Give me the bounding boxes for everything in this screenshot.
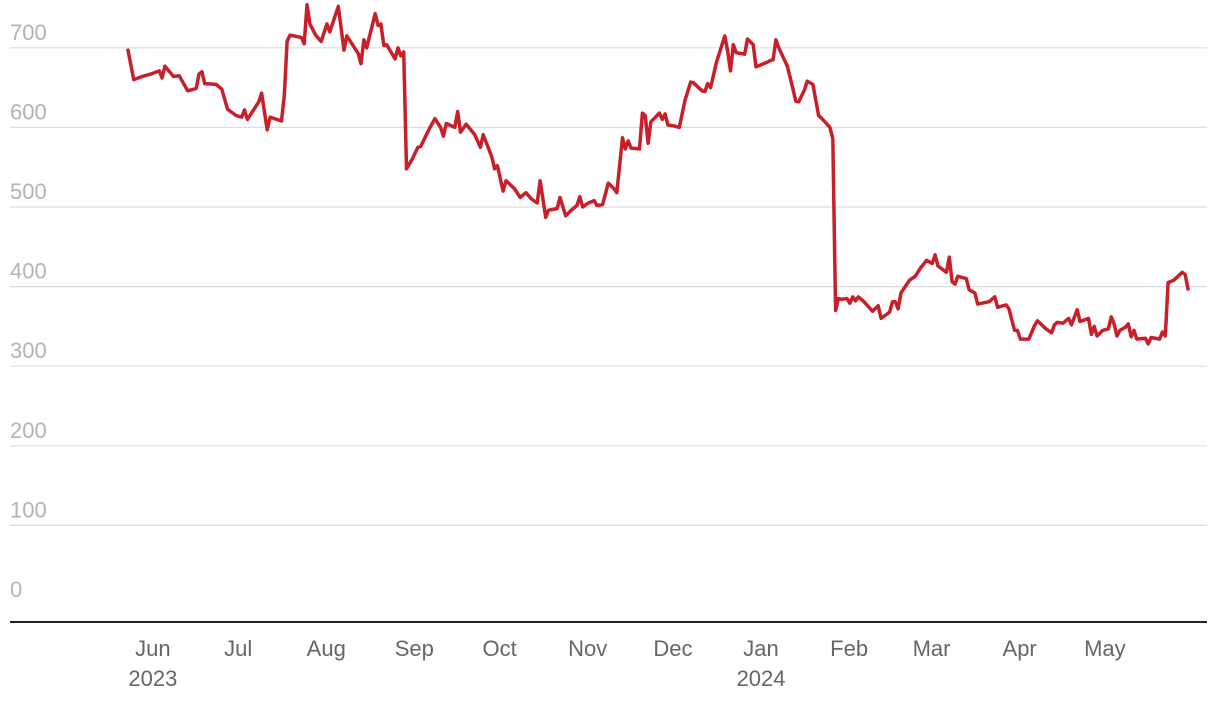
x-tick-label: Oct [482, 636, 516, 661]
x-tick-label: Jan [743, 636, 778, 661]
x-tick-label: Dec [653, 636, 692, 661]
y-tick-label: 600 [10, 99, 47, 124]
y-tick-label: 500 [10, 179, 47, 204]
series-layer [126, 3, 1190, 346]
x-tick-year-label: 2024 [737, 666, 786, 691]
x-tick-label: Apr [1003, 636, 1037, 661]
x-tick-label: Aug [307, 636, 346, 661]
gridlines [10, 47, 1207, 527]
y-axis-ticks: 0 100 200 300 400 500 600 700 [10, 20, 47, 602]
y-tick-label: 100 [10, 497, 47, 522]
y-tick-label: 200 [10, 418, 47, 443]
x-tick-label: Nov [568, 636, 607, 661]
x-tick-year-label: 2023 [128, 666, 177, 691]
y-tick-label: 300 [10, 338, 47, 363]
x-axis-ticks: Jun 2023 Jul Aug Sep Oct Nov Dec Jan 2024 Feb Mar Ap… [128, 636, 1125, 691]
x-tick-label: Jul [224, 636, 252, 661]
y-tick-label: 700 [10, 20, 47, 45]
y-tick-label: 0 [10, 577, 22, 602]
x-tick-label: Mar [913, 636, 951, 661]
x-tick-label: Jun [135, 636, 170, 661]
y-tick-label: 400 [10, 259, 47, 284]
series-line [126, 3, 1190, 346]
x-tick-label: Sep [395, 636, 434, 661]
x-tick-label: Feb [830, 636, 868, 661]
x-tick-label: May [1084, 636, 1126, 661]
